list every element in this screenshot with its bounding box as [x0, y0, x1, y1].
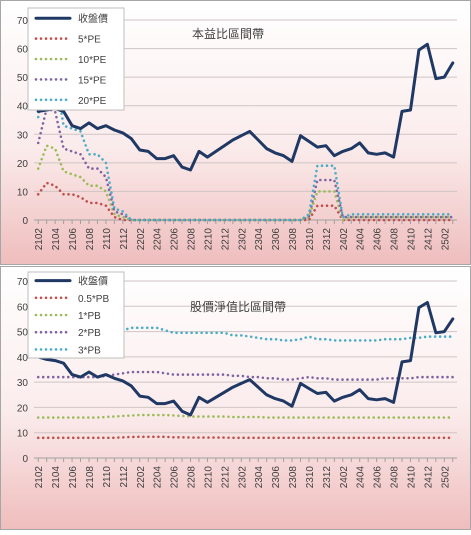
x-tick-label: 2406	[373, 228, 384, 251]
legend-label: 0.5*PB	[78, 294, 109, 305]
legend-label: 15*PE	[78, 75, 107, 86]
y-tick-label: 0	[22, 216, 28, 227]
x-tick-label: 2306	[271, 466, 282, 489]
x-tick-label: 2202	[136, 228, 147, 251]
x-tick-label: 2302	[237, 228, 248, 251]
x-tick-label: 2208	[187, 228, 198, 251]
x-tick-label: 2410	[406, 466, 417, 489]
x-tick-label: 2404	[356, 228, 367, 251]
legend-label: 10*PE	[78, 55, 107, 66]
x-tick-label: 2104	[51, 228, 62, 251]
legend-label: 3*PB	[78, 345, 101, 356]
x-tick-label: 2208	[187, 466, 198, 489]
y-tick-label: 60	[17, 45, 29, 56]
y-tick-label: 10	[17, 187, 29, 198]
legend-label: 收盤價	[78, 275, 108, 288]
legend-label: 收盤價	[78, 12, 108, 25]
x-tick-label: 2206	[170, 466, 181, 489]
y-tick-label: 40	[17, 353, 29, 364]
x-tick-label: 2412	[423, 466, 434, 489]
series-line	[36, 42, 455, 172]
x-tick-label: 2302	[237, 466, 248, 489]
x-tick-label: 2102	[34, 466, 45, 489]
x-tick-label: 2212	[220, 466, 231, 489]
x-tick-label: 2312	[322, 466, 333, 489]
x-tick-label: 2108	[85, 466, 96, 489]
series-line	[36, 144, 455, 222]
x-tick-label: 2112	[119, 466, 130, 488]
series-line	[36, 413, 455, 419]
x-tick-label: 2112	[119, 228, 130, 250]
y-tick-label: 20	[17, 159, 29, 170]
x-tick-label: 2502	[440, 466, 451, 489]
y-tick-label: 70	[17, 277, 29, 288]
series-line	[36, 301, 455, 417]
pe-band-chart-panel: 0 10 20 30 40 50 60 70 2102 2104 2106 2108 2110 2112…	[0, 0, 471, 265]
pe-band-chart: 0 10 20 30 40 50 60 70 2102 2104 2106 2108 2110 2112…	[0, 0, 471, 265]
x-tick-label: 2210	[203, 466, 214, 489]
y-tick-label: 10	[17, 429, 29, 440]
x-tick-label: 2410	[406, 228, 417, 251]
series-line	[36, 435, 455, 440]
x-tick-label: 2308	[288, 466, 299, 489]
x-tick-label: 2408	[390, 466, 401, 489]
x-tick-label: 2206	[170, 228, 181, 251]
pb-band-chart: 0 10 20 30 40 50 60 70 2102 2104 2106 2108 2110 2112…	[0, 266, 471, 530]
y-tick-label: 0	[22, 454, 28, 465]
x-tick-label: 2202	[136, 466, 147, 489]
chart-title: 股價淨值比區間帶	[190, 299, 286, 314]
y-tick-label: 70	[17, 16, 29, 27]
x-tick-label: 2406	[373, 466, 384, 489]
chart-title: 本益比區間帶	[192, 27, 264, 41]
legend-label: 20*PE	[78, 96, 107, 107]
x-tick-label: 2408	[390, 228, 401, 251]
x-tick-label: 2304	[254, 466, 265, 489]
x-tick-label: 2404	[356, 466, 367, 489]
x-tick-label: 2204	[153, 466, 164, 489]
x-tick-label: 2402	[339, 228, 350, 251]
y-tick-label: 30	[17, 378, 29, 389]
x-tick-label: 2412	[423, 228, 434, 251]
x-tick-label: 2102	[34, 228, 45, 251]
x-tick-label: 2502	[440, 228, 451, 251]
x-tick-label: 2310	[305, 466, 316, 489]
y-tick-label: 60	[17, 302, 29, 313]
x-tick-label: 2108	[85, 228, 96, 251]
legend-label: 1*PB	[78, 311, 101, 322]
x-tick-label: 2106	[68, 466, 79, 489]
legend-label: 2*PB	[78, 328, 101, 339]
x-tick-label: 2106	[68, 228, 79, 251]
series-line	[36, 70, 455, 222]
y-tick-label: 20	[17, 403, 29, 414]
legend-box	[27, 7, 125, 111]
x-tick-label: 2304	[254, 228, 265, 251]
x-tick-label: 2306	[271, 228, 282, 251]
x-tick-label: 2312	[322, 228, 333, 251]
x-tick-label: 2308	[288, 228, 299, 251]
y-tick-label: 50	[17, 328, 29, 339]
pb-band-chart-panel: 0 10 20 30 40 50 60 70 2102 2104 2106 2108 2110 2112…	[0, 266, 471, 530]
legend-box	[27, 271, 125, 359]
x-tick-label: 2204	[153, 228, 164, 251]
x-tick-label: 2210	[203, 228, 214, 251]
y-tick-label: 40	[17, 102, 29, 113]
legend-label: 5*PE	[78, 35, 101, 46]
x-tick-label: 2104	[51, 466, 62, 489]
x-tick-label: 2402	[339, 466, 350, 489]
x-tick-label: 2110	[102, 228, 113, 250]
x-tick-label: 2212	[220, 228, 231, 251]
x-tick-label: 2110	[102, 466, 113, 488]
y-tick-label: 50	[17, 73, 29, 84]
y-tick-label: 30	[17, 130, 29, 141]
x-tick-label: 2310	[305, 228, 316, 251]
